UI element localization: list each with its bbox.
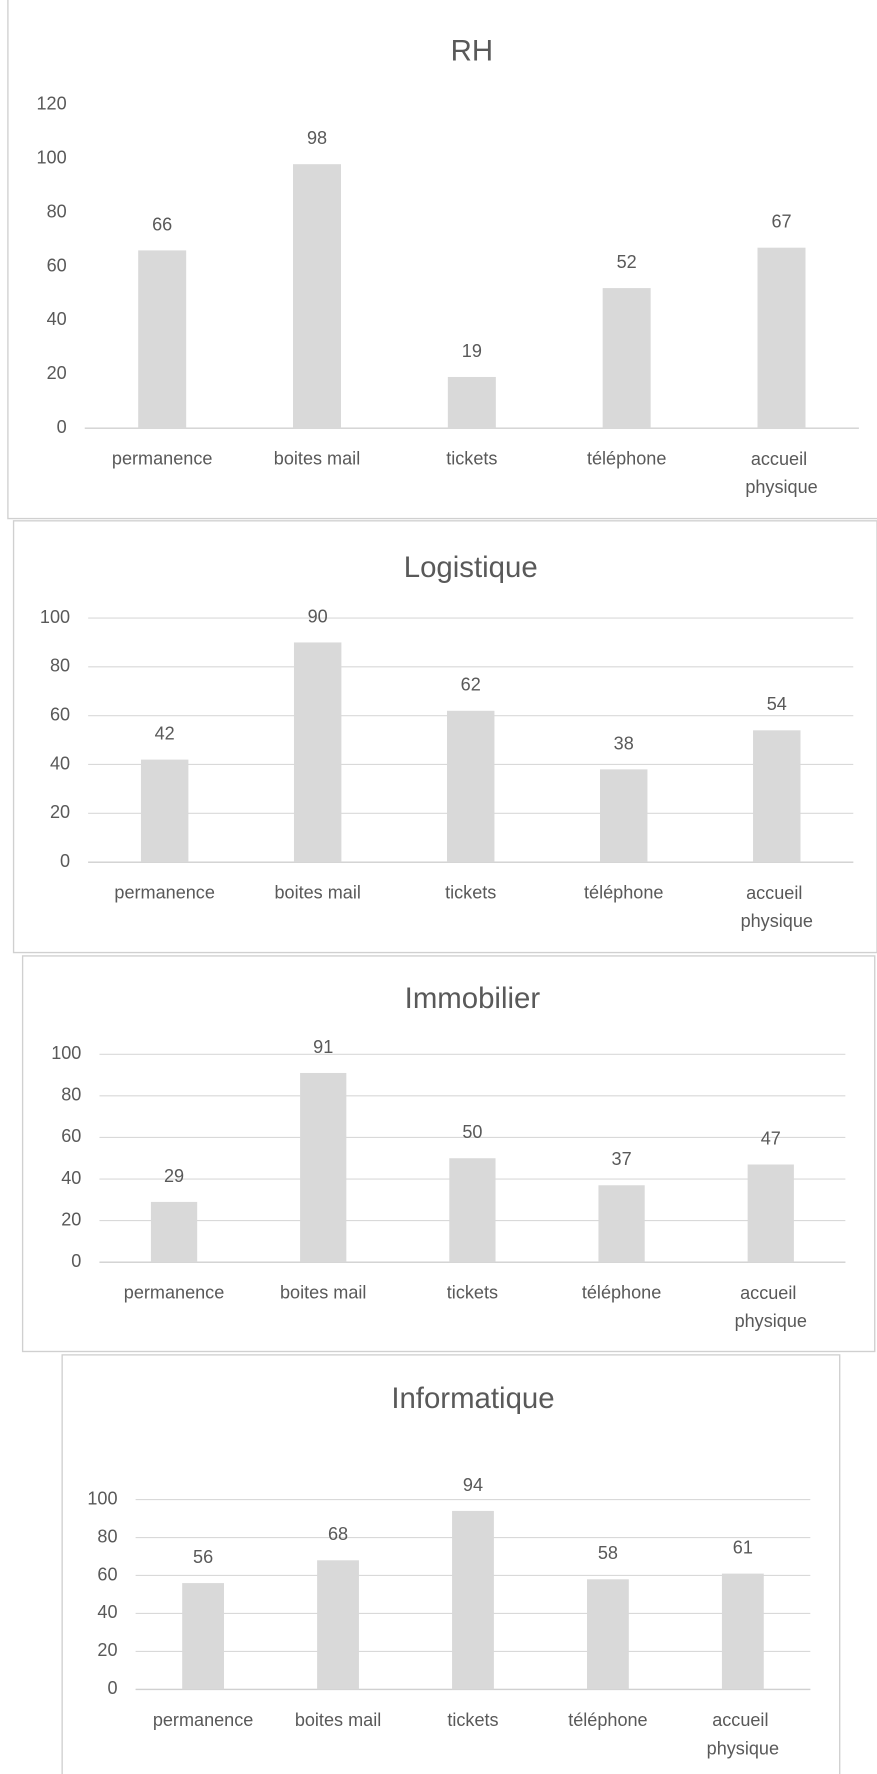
bar (182, 1583, 225, 1690)
x-tick-label: permanence (112, 449, 213, 469)
chart-title: Logistique (404, 551, 538, 584)
x-tick-label: accueil physique (735, 1283, 807, 1331)
y-tick-label: 120 (37, 94, 67, 114)
y-tick-label: 60 (50, 704, 70, 724)
data-label: 94 (463, 1475, 483, 1495)
bar (721, 1573, 764, 1690)
x-tick-label: téléphone (584, 883, 663, 903)
x-tick-label: accueil physique (745, 449, 817, 497)
data-label: 54 (767, 694, 787, 714)
data-label: 98 (307, 128, 327, 148)
data-label: 38 (614, 733, 634, 753)
chart-frame (61, 1354, 841, 1774)
y-tick-label: 80 (61, 1085, 81, 1105)
y-tick-label: 20 (50, 802, 70, 822)
x-tick-label: permanence (153, 1710, 254, 1730)
x-tick-label: boites mail (274, 449, 360, 469)
chart-title: Immobilier (405, 982, 541, 1015)
x-tick-label: téléphone (587, 449, 666, 469)
y-tick-label: 0 (71, 1251, 81, 1271)
data-label: 62 (461, 675, 481, 695)
y-tick-label: 60 (47, 255, 67, 275)
y-tick-label: 80 (97, 1526, 117, 1546)
bar (138, 250, 187, 429)
y-tick-label: 0 (60, 851, 70, 871)
bar (140, 759, 189, 863)
data-label: 58 (598, 1543, 618, 1563)
data-label: 91 (313, 1037, 333, 1057)
bar (447, 376, 496, 429)
x-tick-label: boites mail (280, 1283, 366, 1303)
x-tick-label: téléphone (568, 1710, 647, 1730)
bar (317, 1560, 359, 1690)
bar (300, 1072, 347, 1263)
data-label: 50 (462, 1122, 482, 1142)
bar (586, 1579, 629, 1690)
y-tick-label: 40 (61, 1168, 81, 1188)
y-tick-label: 60 (97, 1564, 117, 1584)
y-tick-label: 0 (57, 417, 67, 437)
bar (757, 247, 806, 429)
chart-title: Informatique (391, 1382, 554, 1415)
bar (602, 288, 651, 429)
bar (452, 1510, 494, 1690)
y-tick-label: 40 (97, 1602, 117, 1622)
data-label: 56 (193, 1547, 213, 1567)
y-tick-label: 20 (97, 1640, 117, 1660)
data-label: 47 (761, 1128, 781, 1148)
y-tick-label: 100 (37, 148, 67, 168)
data-label: 42 (155, 724, 175, 744)
x-tick-label: téléphone (582, 1283, 661, 1303)
chart-frame (12, 520, 877, 954)
x-tick-label: tickets (447, 1710, 498, 1730)
x-tick-label: accueil physique (741, 883, 813, 931)
y-tick-label: 40 (47, 309, 67, 329)
bar (598, 1185, 645, 1263)
x-tick-label: tickets (446, 449, 497, 469)
bar (600, 769, 648, 863)
y-tick-label: 100 (51, 1043, 81, 1063)
chart-title: RH (451, 35, 493, 68)
x-tick-label: boites mail (295, 1710, 381, 1730)
data-label: 29 (164, 1166, 184, 1186)
x-tick-label: permanence (124, 1283, 225, 1303)
y-tick-label: 20 (61, 1209, 81, 1229)
data-label: 90 (308, 606, 328, 626)
bar (747, 1164, 794, 1263)
x-tick-label: tickets (447, 1283, 498, 1303)
y-tick-label: 20 (47, 363, 67, 383)
y-tick-label: 80 (47, 201, 67, 221)
y-tick-label: 100 (40, 607, 70, 627)
y-tick-label: 0 (107, 1678, 117, 1698)
data-label: 19 (462, 341, 482, 361)
bar (753, 730, 801, 863)
x-tick-label: tickets (445, 883, 496, 903)
x-tick-label: boites mail (274, 883, 360, 903)
bar (150, 1201, 198, 1263)
y-tick-label: 40 (50, 753, 70, 773)
chart-frame (21, 955, 876, 1353)
bar (293, 642, 342, 863)
y-tick-label: 100 (87, 1488, 117, 1508)
x-tick-label: permanence (114, 883, 215, 903)
data-label: 67 (771, 212, 791, 232)
chart-frame (7, 0, 877, 520)
data-label: 52 (617, 252, 637, 272)
x-tick-label: accueil physique (707, 1710, 779, 1758)
data-label: 61 (733, 1538, 753, 1558)
data-label: 37 (612, 1149, 632, 1169)
y-tick-label: 60 (61, 1126, 81, 1146)
bar (446, 710, 495, 863)
bar (449, 1158, 496, 1263)
y-tick-label: 80 (50, 656, 70, 676)
bar (293, 164, 342, 429)
data-label: 68 (328, 1524, 348, 1544)
data-label: 66 (152, 214, 172, 234)
